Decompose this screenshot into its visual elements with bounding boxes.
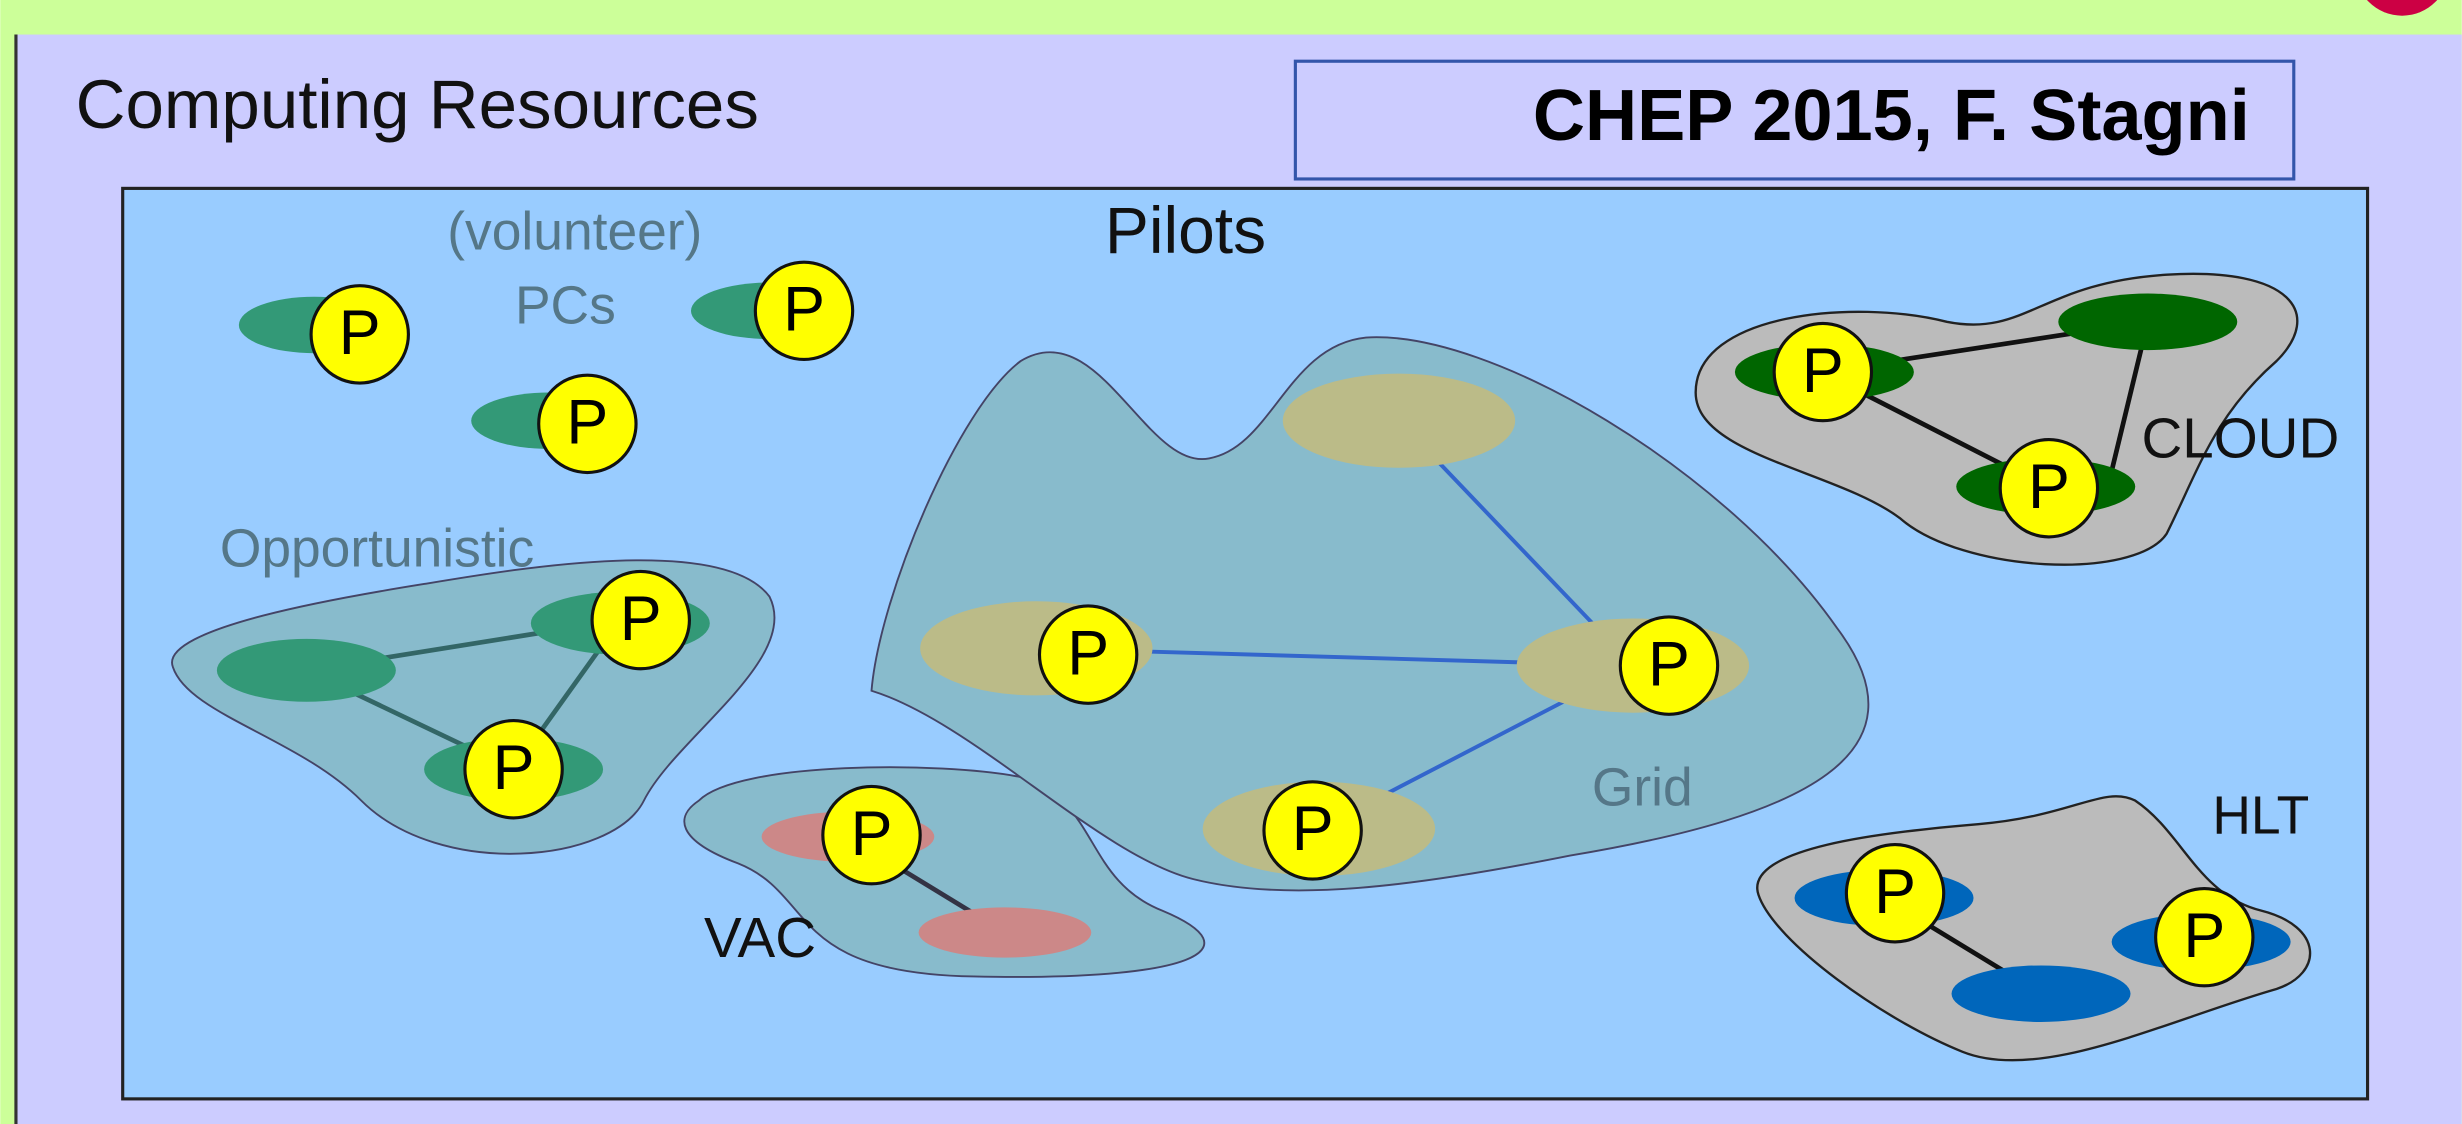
group-label: HLT	[2212, 787, 2309, 846]
group-label: PCs	[515, 276, 616, 335]
pilot-label: P	[1292, 794, 1334, 864]
slide: Computing Resources CHEP 2015, F. Stagni…	[0, 0, 2462, 1124]
group-label: CLOUD	[2142, 407, 2340, 470]
pilot-label: P	[2028, 452, 2070, 522]
pilot-label: P	[2183, 901, 2225, 971]
slide-title: Computing Resources	[76, 65, 759, 143]
diagram-title: Pilots	[1105, 193, 1266, 267]
pilot-label: P	[1067, 618, 1109, 688]
pilot-label: P	[783, 275, 825, 345]
group-label: Opportunistic	[220, 520, 534, 579]
pilot-label: P	[339, 298, 381, 368]
pilot-label: P	[620, 584, 662, 654]
group-label: (volunteer)	[447, 203, 702, 262]
pilot-label: P	[851, 799, 893, 869]
pilot-label: P	[566, 388, 608, 458]
pilot-label: P	[1802, 336, 1844, 406]
credit: CHEP 2015, F. Stagni	[1533, 76, 2250, 156]
page: Computing Resources CHEP 2015, F. Stagni…	[0, 0, 2462, 1124]
pilot-label: P	[493, 733, 535, 803]
group-label: Grid	[1592, 758, 1693, 817]
pilot-label: P	[1874, 857, 1916, 927]
group-label: VAC	[704, 906, 816, 969]
pilot-label: P	[1648, 629, 1690, 699]
